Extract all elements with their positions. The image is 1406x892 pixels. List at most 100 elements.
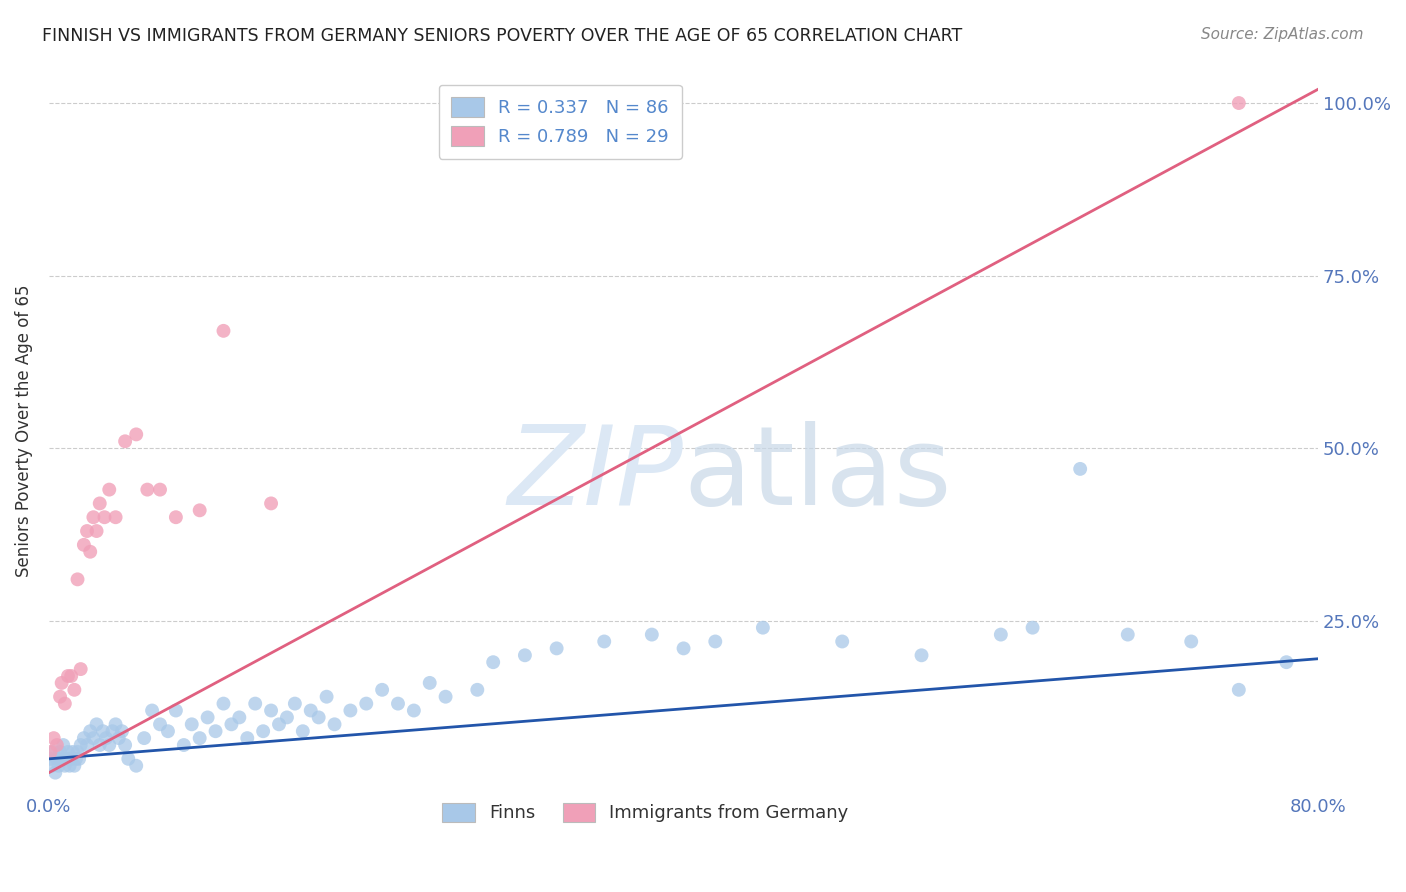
- Point: [641, 627, 664, 641]
- Point: [63, 682, 86, 697]
- Point: [1021, 621, 1043, 635]
- Point: [180, 717, 202, 731]
- Point: [98, 738, 121, 752]
- Point: [387, 697, 409, 711]
- Point: [299, 704, 322, 718]
- Point: [93, 510, 115, 524]
- Point: [76, 524, 98, 538]
- Point: [482, 655, 505, 669]
- Point: [48, 758, 70, 772]
- Point: [86, 717, 108, 731]
- Point: [1069, 462, 1091, 476]
- Point: [104, 717, 127, 731]
- Point: [44, 765, 66, 780]
- Point: [125, 427, 148, 442]
- Point: [107, 731, 129, 745]
- Point: [125, 758, 148, 772]
- Point: [136, 483, 159, 497]
- Point: [990, 627, 1012, 641]
- Point: [252, 724, 274, 739]
- Point: [91, 724, 114, 739]
- Point: [197, 710, 219, 724]
- Point: [60, 669, 83, 683]
- Point: [402, 704, 425, 718]
- Point: [284, 697, 307, 711]
- Point: [419, 676, 441, 690]
- Point: [212, 324, 235, 338]
- Point: [65, 752, 87, 766]
- Point: [82, 731, 104, 745]
- Point: [39, 745, 62, 759]
- Point: [69, 662, 91, 676]
- Point: [371, 682, 394, 697]
- Point: [56, 669, 79, 683]
- Point: [1227, 682, 1250, 697]
- Point: [276, 710, 298, 724]
- Point: [260, 704, 283, 718]
- Point: [53, 758, 76, 772]
- Point: [752, 621, 775, 635]
- Point: [149, 717, 172, 731]
- Point: [260, 496, 283, 510]
- Point: [51, 752, 73, 766]
- Text: atlas: atlas: [683, 421, 952, 528]
- Point: [67, 752, 90, 766]
- Point: [39, 752, 62, 766]
- Point: [212, 697, 235, 711]
- Point: [267, 717, 290, 731]
- Point: [831, 634, 853, 648]
- Point: [546, 641, 568, 656]
- Point: [45, 752, 67, 766]
- Text: FINNISH VS IMMIGRANTS FROM GERMANY SENIORS POVERTY OVER THE AGE OF 65 CORRELATIO: FINNISH VS IMMIGRANTS FROM GERMANY SENIO…: [42, 27, 963, 45]
- Legend: Finns, Immigrants from Germany: Finns, Immigrants from Germany: [430, 790, 862, 835]
- Point: [513, 648, 536, 663]
- Point: [165, 704, 187, 718]
- Point: [79, 545, 101, 559]
- Point: [55, 752, 77, 766]
- Point: [465, 682, 488, 697]
- Point: [41, 758, 63, 772]
- Point: [58, 758, 80, 772]
- Point: [188, 503, 211, 517]
- Point: [245, 697, 267, 711]
- Point: [79, 724, 101, 739]
- Point: [60, 752, 83, 766]
- Point: [76, 738, 98, 752]
- Point: [1227, 96, 1250, 111]
- Point: [49, 690, 72, 704]
- Point: [114, 434, 136, 449]
- Point: [89, 738, 111, 752]
- Point: [66, 745, 89, 759]
- Point: [323, 717, 346, 731]
- Point: [188, 731, 211, 745]
- Point: [291, 724, 314, 739]
- Point: [1275, 655, 1298, 669]
- Point: [98, 483, 121, 497]
- Point: [356, 697, 378, 711]
- Point: [73, 731, 96, 745]
- Point: [434, 690, 457, 704]
- Text: Source: ZipAtlas.com: Source: ZipAtlas.com: [1201, 27, 1364, 42]
- Point: [134, 731, 156, 745]
- Point: [56, 745, 79, 759]
- Point: [149, 483, 172, 497]
- Point: [53, 697, 76, 711]
- Point: [66, 572, 89, 586]
- Point: [308, 710, 330, 724]
- Point: [165, 510, 187, 524]
- Point: [339, 704, 361, 718]
- Point: [672, 641, 695, 656]
- Point: [86, 524, 108, 538]
- Point: [221, 717, 243, 731]
- Y-axis label: Seniors Poverty Over the Age of 65: Seniors Poverty Over the Age of 65: [15, 285, 32, 577]
- Point: [89, 496, 111, 510]
- Point: [49, 745, 72, 759]
- Point: [593, 634, 616, 648]
- Point: [1180, 634, 1202, 648]
- Point: [173, 738, 195, 752]
- Point: [141, 704, 163, 718]
- Point: [315, 690, 337, 704]
- Point: [52, 738, 75, 752]
- Point: [910, 648, 932, 663]
- Point: [114, 738, 136, 752]
